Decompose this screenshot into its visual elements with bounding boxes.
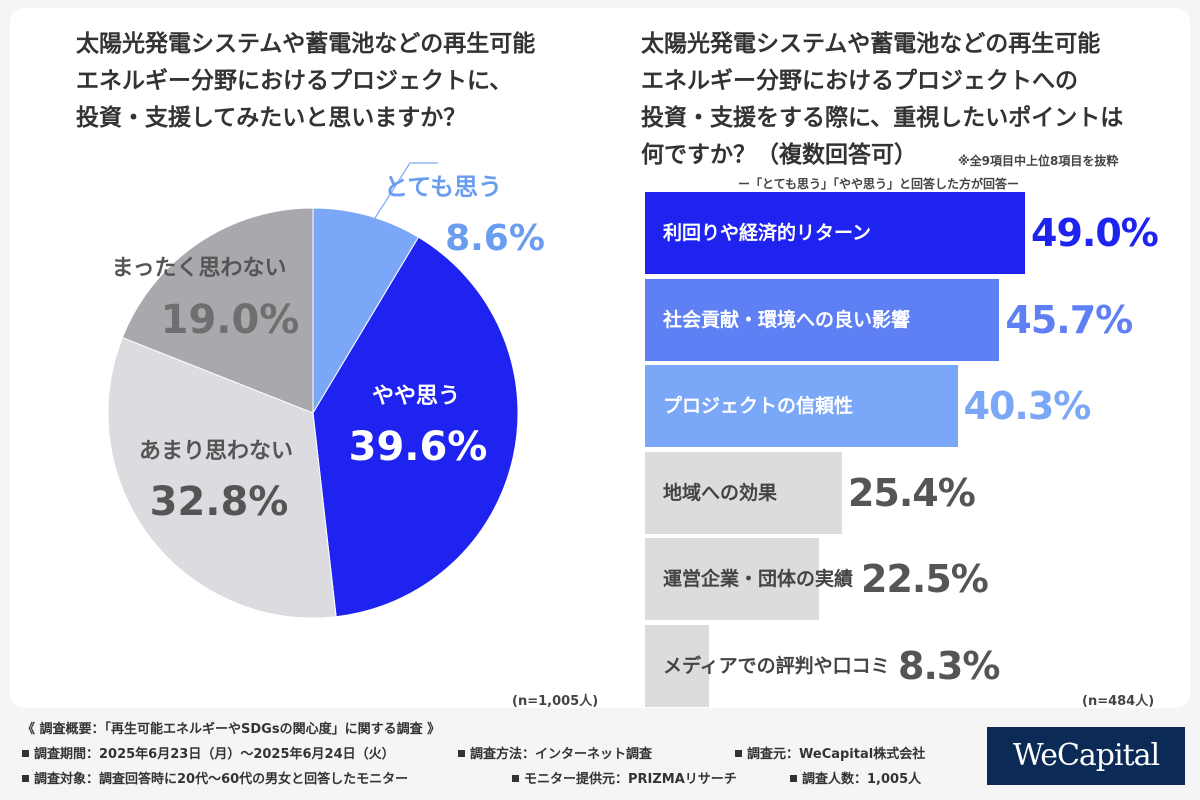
- bar-chart-title: 太陽光発電システムや蓄電池などの再生可能 エネルギー分野におけるプロジェクトへの…: [641, 31, 1124, 168]
- pie-slice-4: [121, 207, 314, 414]
- survey-heading: 《 調査概要：「再生可能エネルギーやSDGsの関心度」に関する調査 》: [22, 722, 441, 737]
- survey-source: 調査元：WeCapital株式会社: [735, 743, 925, 762]
- bar: [645, 365, 958, 447]
- bar: [645, 451, 842, 534]
- pie-slice-value: 19.0%: [161, 297, 300, 343]
- bar-label: プロジェクトの信頼性: [663, 395, 854, 417]
- pie-slice-value: 39.6%: [349, 424, 488, 470]
- bar-row: 利回りや経済的リターン 49.0%: [645, 192, 1185, 274]
- bar-row: 地域への効果 25.4%: [645, 451, 1185, 534]
- pie-chart-title: 太陽光発電システムや蓄電池などの再生可能 エネルギー分野におけるプロジェクトに、…: [76, 31, 536, 131]
- pie-slice-label: やや思う: [372, 384, 460, 409]
- bar-row: メディアでの評判や口コミ 8.3%: [645, 624, 1185, 707]
- bar-value: 22.5%: [861, 557, 989, 601]
- bar: [645, 624, 710, 707]
- pie-leader-line: [374, 162, 438, 219]
- pie-slice-label: とても思う: [384, 173, 502, 201]
- survey-method: 調査方法：インターネット調査: [458, 743, 652, 762]
- bar-label: 地域への効果: [663, 481, 778, 504]
- bar: [645, 538, 820, 620]
- monitor-provider: モニター提供元：PRIZMAリサーチ: [512, 768, 737, 787]
- pie-chart: とても思う 8.6% やや思う 39.6% あまり思わない 32.8% まったく思わない 19…: [107, 162, 545, 619]
- survey-count: 調査人数：1,005人: [790, 768, 921, 787]
- pie-slice-value: 8.6%: [445, 218, 545, 259]
- pie-slice-value: 32.8%: [150, 479, 289, 525]
- bar-value: 8.3%: [898, 643, 1000, 688]
- pie-slice-2: [312, 236, 519, 618]
- survey-target: 調査対象：調査回答時に20代～60代の男女と回答したモニター: [22, 768, 408, 787]
- bar-row: プロジェクトの信頼性 40.3%: [645, 365, 1185, 447]
- respondent-note: ー「とても思う」「やや思う」と回答した方が回答ー: [738, 177, 1020, 191]
- bar-row: 運営企業・団体の実績 22.5%: [645, 538, 1185, 620]
- bar-value: 45.7%: [1005, 297, 1133, 342]
- bar-label: メディアでの評判や口コミ: [663, 654, 890, 677]
- bar: [645, 278, 1000, 361]
- survey-period: 調査期間：2025年6月23日（月）～2025年6月24日（火）: [22, 743, 395, 762]
- excerpt-note: ※全9項目中上位8項目を抜粋: [958, 154, 1119, 168]
- bar-value: 49.0%: [1031, 211, 1159, 255]
- bar: [645, 192, 1025, 274]
- pie-slice-3: [107, 336, 337, 619]
- bar-label: 利回りや経済的リターン: [663, 222, 872, 244]
- bar-value: 40.3%: [963, 384, 1092, 428]
- wecapital-logo: WeCapital: [987, 727, 1185, 785]
- bar-label: 社会貢献・環境への良い影響: [663, 308, 911, 331]
- pie-sample-size: (n=1,005人): [512, 694, 599, 709]
- bar-label: 運営企業・団体の実績: [663, 568, 854, 590]
- pie-slice-label: あまり思わない: [139, 439, 293, 464]
- bar-row: 社会貢献・環境への良い影響 45.7%: [645, 278, 1185, 361]
- pie-slice-label: まったく思わない: [111, 256, 286, 281]
- bar-chart: 利回りや経済的リターン 49.0% 社会貢献・環境への良い影響 45.7% プロジェクト…: [645, 192, 1185, 712]
- bar-sample-size: (n=484人): [1082, 694, 1155, 709]
- bar-value: 25.4%: [847, 470, 976, 515]
- pie-slice-1: [312, 207, 420, 415]
